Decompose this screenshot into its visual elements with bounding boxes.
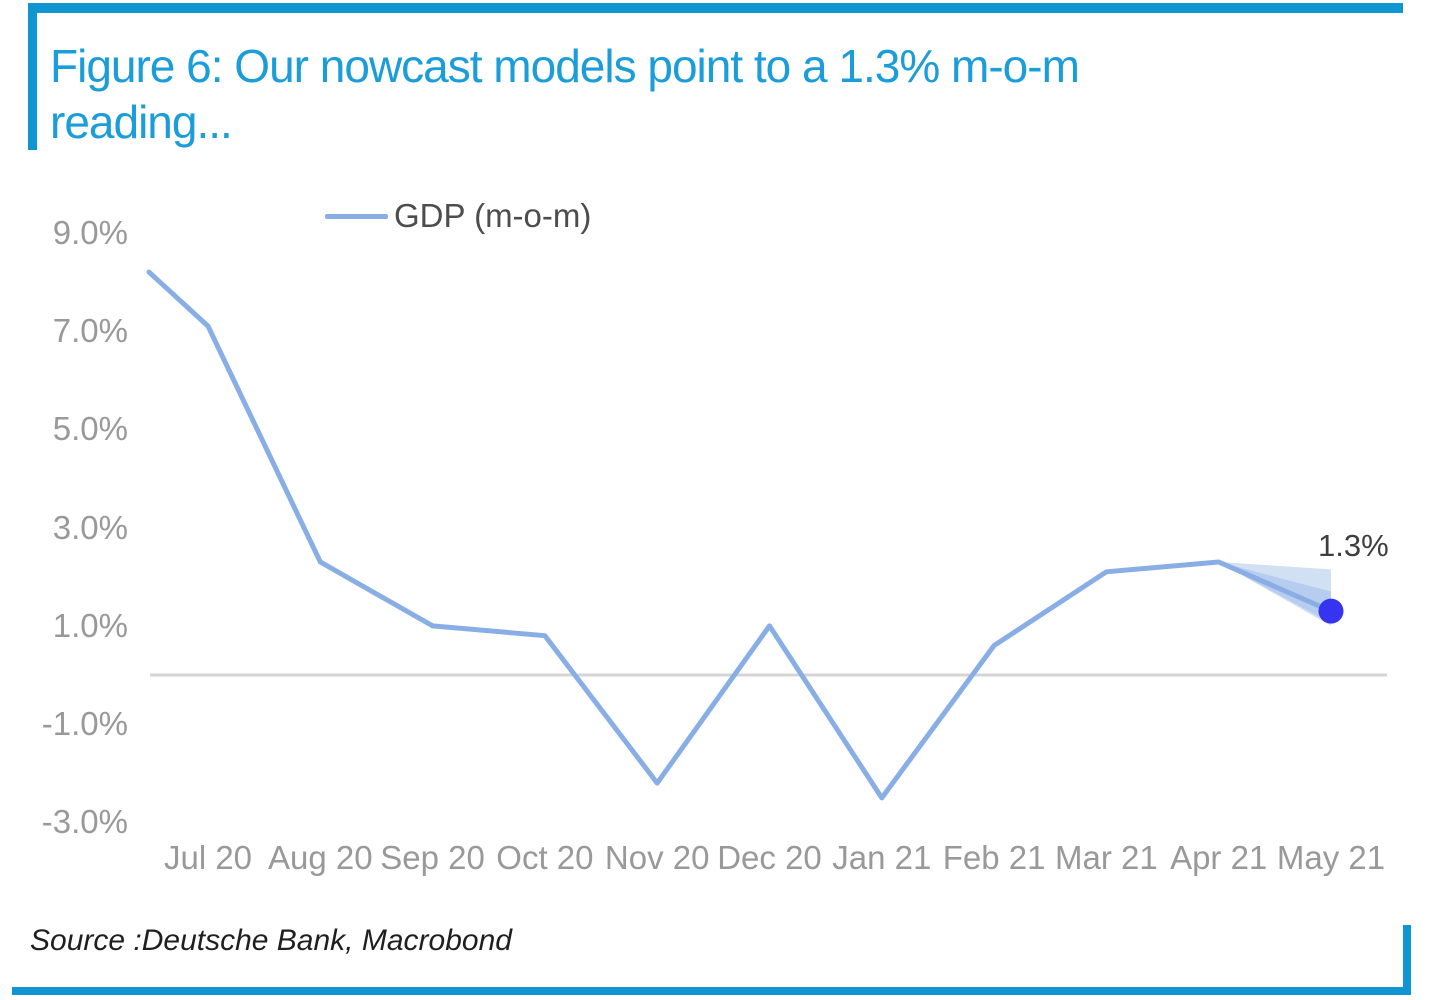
x-axis-tick-label: Jan 21 — [832, 839, 932, 876]
x-axis-tick-label: Jul 20 — [163, 839, 253, 876]
figure-title-line1: Figure 6: Our nowcast models point to a … — [50, 40, 1080, 92]
y-axis-tick-label: 5.0% — [52, 410, 128, 448]
legend-line-swatch — [325, 213, 388, 219]
final-point-annotation: 1.3% — [1318, 528, 1389, 563]
x-axis-tick-label: Sep 20 — [380, 839, 485, 876]
bottom-accent-bar — [12, 987, 1411, 995]
final-point-marker — [1318, 598, 1344, 624]
source-attribution: Source :Deutsche Bank, Macrobond — [30, 924, 512, 957]
x-axis-tick-label: Apr 21 — [1170, 839, 1268, 876]
x-axis-tick-label: Aug 20 — [268, 839, 373, 876]
y-axis-tick-label: 1.0% — [52, 606, 128, 644]
y-axis-tick-label: 7.0% — [52, 312, 128, 350]
legend: GDP (m-o-m) — [325, 197, 591, 235]
x-axis-tick-label: Nov 20 — [604, 839, 710, 876]
figure-title: Figure 6: Our nowcast models point to a … — [50, 38, 1080, 150]
y-axis-tick-label: -1.0% — [41, 705, 128, 743]
y-axis-tick-label: 9.0% — [52, 213, 128, 251]
x-axis-tick-label: Oct 20 — [496, 839, 594, 876]
gdp-line — [146, 269, 1334, 801]
x-axis-tick-label: Mar 21 — [1055, 839, 1158, 876]
figure-title-line2: reading... — [50, 96, 233, 148]
x-axis-tick-label: Dec 20 — [717, 839, 822, 876]
uncertainty-fan-outer — [1218, 561, 1331, 626]
top-accent-bar — [28, 3, 1403, 13]
x-axis-tick-label: Feb 21 — [942, 839, 1046, 876]
right-accent-bar — [1403, 925, 1411, 995]
legend-label: GDP (m-o-m) — [394, 197, 592, 234]
y-axis-tick-label: -3.0% — [41, 803, 128, 841]
y-axis-tick-label: 3.0% — [52, 508, 128, 546]
uncertainty-fan-inner — [1218, 561, 1331, 624]
x-axis-tick-label: May 21 — [1276, 839, 1386, 876]
left-accent-bar — [28, 3, 37, 150]
